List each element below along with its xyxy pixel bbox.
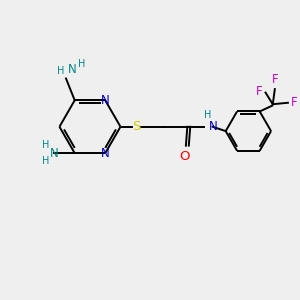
- Text: H: H: [78, 59, 86, 69]
- Text: N: N: [101, 147, 110, 160]
- Text: N: N: [50, 147, 58, 160]
- Text: F: F: [256, 85, 262, 98]
- Text: S: S: [132, 120, 141, 133]
- Text: H: H: [204, 110, 212, 120]
- Text: O: O: [179, 150, 190, 163]
- Text: N: N: [68, 63, 76, 76]
- Text: F: F: [272, 73, 278, 86]
- Text: H: H: [42, 156, 49, 166]
- Text: H: H: [57, 66, 64, 76]
- Text: H: H: [42, 140, 49, 150]
- Text: N: N: [209, 120, 218, 133]
- Text: N: N: [101, 94, 110, 107]
- Text: F: F: [291, 96, 297, 109]
